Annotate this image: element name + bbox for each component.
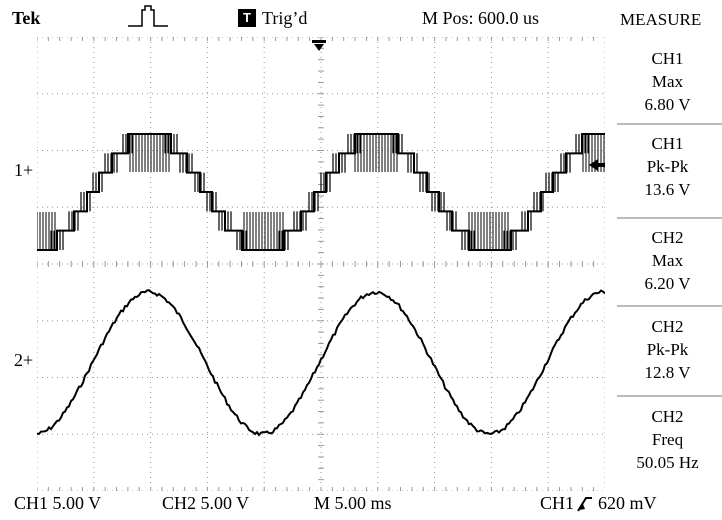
waveform-display [37,37,605,491]
measurement-type: Freq [651,430,684,449]
brand-label: Tek [12,8,41,28]
measurement-3[interactable]: CH2 Max 6.20 V [613,226,722,295]
ch2-waveform [37,289,605,437]
measurement-type: Pk-Pk [646,157,689,176]
measurement-type: Max [651,72,684,91]
ch2-ground-marker: 2+ [14,350,34,370]
trigger-state-text: Trig’d [262,8,308,28]
trigger-position-marker [312,40,326,51]
measurement-value: 6.20 V [644,274,691,293]
horizontal-position: M Pos: 600.0 us [422,8,540,28]
measurement-value: 6.80 V [644,95,691,114]
measurement-source: CH2 [651,317,684,336]
measurement-value: 13.6 V [644,180,691,199]
measurement-2[interactable]: CH1 Pk-Pk 13.6 V [613,132,722,201]
measurement-source: CH1 [651,134,684,153]
divider [617,217,722,219]
trigger-state-icon: T [238,9,256,27]
ch2-scale[interactable]: CH2 5.00 V [162,493,250,513]
measurement-5[interactable]: CH2 Freq 50.05 Hz [613,405,722,474]
timebase[interactable]: M 5.00 ms [314,493,392,513]
trigger-source: CH1 [540,493,575,513]
trigger-level: 620 mV [598,493,657,513]
measurement-source: CH2 [651,407,684,426]
measurement-type: Pk-Pk [646,340,689,359]
trigger-level-marker [589,159,605,171]
measurement-type: Max [651,251,684,270]
top-status-bar: Tek T Trig’d M Pos: 600.0 us MEASURE [0,0,722,34]
divider [617,395,722,397]
measure-panel: CH1 Max 6.80 V CH1 Pk-Pk 13.6 V CH2 Max … [613,37,722,491]
measure-menu-title[interactable]: MEASURE [620,10,702,29]
measurement-value: 50.05 Hz [636,453,699,472]
divider [617,305,722,307]
ch1-ground-marker: 1+ [14,160,34,180]
ch1-scale[interactable]: CH1 5.00 V [14,493,102,513]
rising-edge-icon [577,497,592,512]
measurement-value: 12.8 V [644,363,691,382]
measurement-4[interactable]: CH2 Pk-Pk 12.8 V [613,315,722,384]
divider [617,123,722,125]
graticule-grid [37,37,605,491]
ch1-switching-edges [37,134,605,250]
measurement-1[interactable]: CH1 Max 6.80 V [613,47,722,116]
measurement-source: CH1 [651,49,684,68]
trigger-pulse-icon [128,5,168,27]
measurement-source: CH2 [651,228,684,247]
